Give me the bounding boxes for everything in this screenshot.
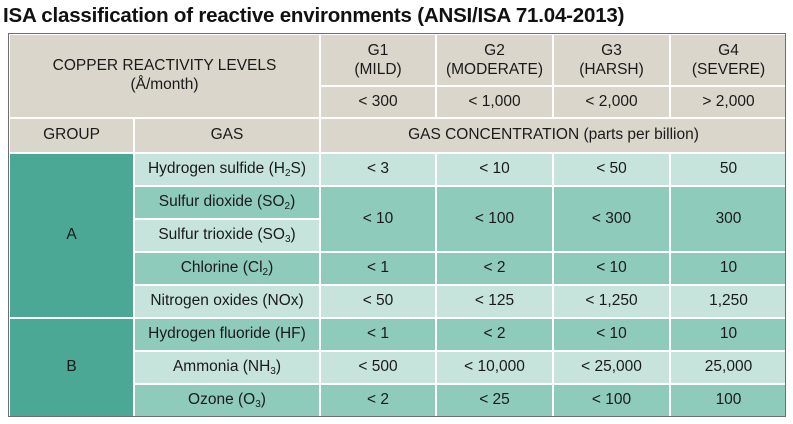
level-g4-header: G4 (SEVERE): [669, 33, 788, 87]
level-name: (SEVERE): [691, 61, 766, 78]
value-cell: < 100: [435, 185, 554, 253]
level-code: G2: [484, 41, 505, 59]
value-cell: < 10: [552, 251, 671, 286]
level-g1-header: G1 (MILD): [319, 33, 437, 87]
gas-name-cell: Sulfur trioxide (SO3): [133, 218, 321, 253]
value-cell: 1,250: [669, 284, 788, 319]
value-cell: < 1,250: [552, 284, 671, 319]
value-cell: 100: [669, 383, 788, 418]
value-cell: < 300: [552, 185, 671, 253]
level-name: (HARSH): [579, 61, 644, 78]
level-code: G1: [367, 41, 389, 59]
gas-name-cell: Ozone (O3): [133, 383, 321, 418]
reactivity-units-label: (Å/month): [130, 76, 199, 93]
level-rate: < 2,000: [552, 85, 671, 119]
concentration-header: GAS CONCENTRATION (parts per billion): [319, 117, 788, 154]
value-cell: 25,000: [669, 350, 788, 385]
level-rate: < 300: [319, 85, 437, 119]
value-cell: < 2: [319, 383, 437, 418]
gas-name-cell: Chlorine (Cl2): [133, 251, 321, 286]
value-cell: < 1: [319, 251, 437, 286]
value-cell: < 10: [435, 152, 554, 187]
group-b-cell: B: [8, 317, 135, 418]
level-code: G3: [601, 41, 622, 59]
value-cell: < 25,000: [552, 350, 671, 385]
value-cell: 50: [669, 152, 788, 187]
value-cell: < 50: [319, 284, 437, 319]
reactivity-levels-header: COPPER REACTIVITY LEVELS (Å/month): [8, 33, 321, 119]
level-name: (MILD): [354, 61, 402, 78]
table-title: ISA classification of reactive environme…: [3, 4, 625, 27]
gas-column-header: GAS: [133, 117, 321, 154]
level-g3-header: G3 (HARSH): [552, 33, 671, 87]
value-cell: 300: [669, 185, 788, 253]
level-rate: > 2,000: [669, 85, 788, 119]
value-cell: < 1: [319, 317, 437, 352]
isa-classification-table: COPPER REACTIVITY LEVELS (Å/month) G1 (M…: [8, 33, 788, 418]
gas-name-cell: Nitrogen oxides (NOx): [133, 284, 321, 319]
value-cell: 10: [669, 251, 788, 286]
group-a-cell: A: [8, 152, 135, 319]
value-cell: < 10: [552, 317, 671, 352]
value-cell: < 2: [435, 317, 554, 352]
value-cell: < 100: [552, 383, 671, 418]
value-cell: < 2: [435, 251, 554, 286]
group-column-header: GROUP: [8, 117, 135, 154]
gas-name-cell: Ammonia (NH3): [133, 350, 321, 385]
level-g2-header: G2 (MODERATE): [435, 33, 554, 87]
value-cell: < 25: [435, 383, 554, 418]
value-cell: < 500: [319, 350, 437, 385]
value-cell: < 10: [319, 185, 437, 253]
gas-name-cell: Hydrogen fluoride (HF): [133, 317, 321, 352]
value-cell: 10: [669, 317, 788, 352]
value-cell: < 3: [319, 152, 437, 187]
gas-name-cell: Sulfur dioxide (SO2): [133, 185, 321, 220]
level-rate: < 1,000: [435, 85, 554, 119]
value-cell: < 125: [435, 284, 554, 319]
value-cell: < 50: [552, 152, 671, 187]
level-code: G4: [718, 41, 739, 59]
level-name: (MODERATE): [445, 61, 543, 78]
gas-name-cell: Hydrogen sulfide (H2S): [133, 152, 321, 187]
value-cell: < 10,000: [435, 350, 554, 385]
reactivity-levels-label: COPPER REACTIVITY LEVELS: [52, 57, 277, 75]
